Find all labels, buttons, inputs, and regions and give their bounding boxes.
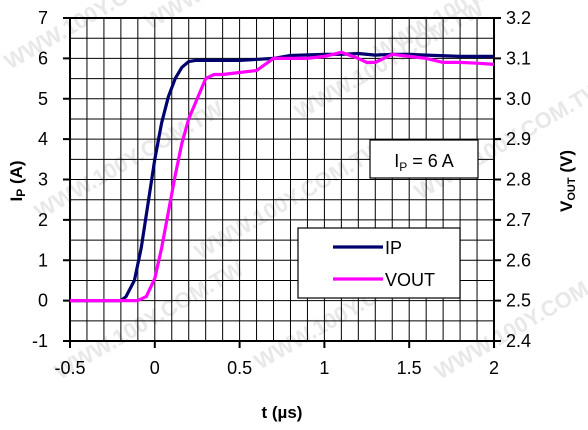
x-tick-label: 1.5	[397, 358, 422, 378]
y-left-tick-label: 0	[38, 291, 48, 311]
legend-label-vout: VOUT	[385, 270, 435, 290]
y-left-tick-label: 1	[38, 250, 48, 270]
y-left-tick-label: 3	[38, 170, 48, 190]
legend-box	[297, 227, 461, 299]
y-right-tick-label: 2.7	[506, 210, 531, 230]
legend-label-ip: IP	[385, 238, 402, 258]
series-layer	[70, 50, 495, 303]
y-right-tick-label: 2.8	[506, 170, 531, 190]
y-right-tick-label: 2.4	[506, 331, 531, 351]
y-right-tick-label: 2.5	[506, 291, 531, 311]
series-line-vout	[70, 50, 495, 303]
y-left-axis-title: IP (A)	[7, 160, 28, 201]
annotation-box	[369, 139, 479, 179]
annotation-label: IP = 6 A	[394, 151, 454, 174]
y-left-tick-label: -1	[32, 331, 48, 351]
y-right-tick-label: 2.6	[506, 250, 531, 270]
x-tick-label: 1	[319, 358, 329, 378]
y-left-tick-label: 2	[38, 210, 48, 230]
y-left-tick-label: 7	[38, 8, 48, 28]
x-tick-label: 2	[489, 358, 499, 378]
y-right-tick-label: 3.1	[506, 48, 531, 68]
y-right-tick-label: 3.0	[506, 89, 531, 109]
y-right-axis-title: VOUT (V)	[557, 150, 578, 212]
x-axis-title: t (µs)	[262, 403, 303, 422]
y-left-tick-label: 6	[38, 48, 48, 68]
x-tick-label: -0.5	[54, 358, 85, 378]
tick-marks	[63, 17, 501, 348]
y-left-tick-label: 4	[38, 129, 48, 149]
watermark-mark: WWW.100Y.COM.TW	[30, 96, 228, 225]
tick-labels: -0.5 0 0.5 1 1.5 2 -1 0 1 2 3 4 5 6 7 2.4 2.5 2.6 2.7 2.8 2.…	[32, 8, 531, 378]
y-right-tick-label: 3.2	[506, 8, 531, 28]
x-tick-label: 0	[150, 358, 160, 378]
x-tick-label: 0.5	[227, 358, 252, 378]
y-left-tick-label: 5	[38, 89, 48, 109]
y-right-tick-label: 2.9	[506, 129, 531, 149]
